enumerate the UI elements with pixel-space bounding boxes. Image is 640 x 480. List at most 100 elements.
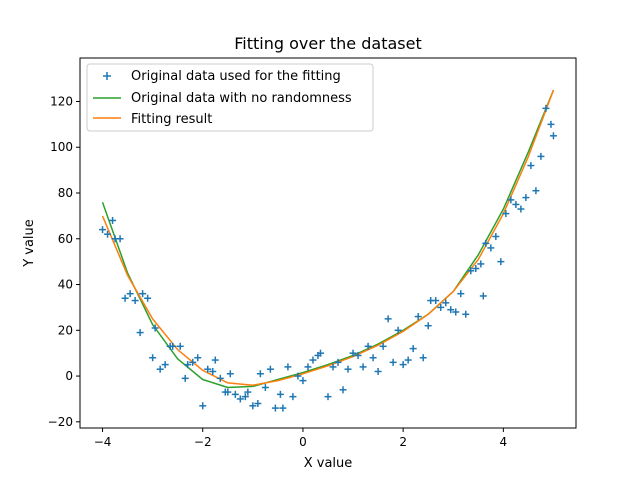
data-point <box>497 258 505 266</box>
legend-box <box>86 63 374 132</box>
data-point <box>334 358 342 366</box>
data-point <box>131 297 139 305</box>
data-point <box>309 356 317 364</box>
legend: Original data used for the fitting Origi… <box>86 63 374 132</box>
data-point <box>139 290 147 298</box>
y-tick-label: 100 <box>50 140 73 154</box>
data-point <box>359 363 367 371</box>
x-tick-label: 4 <box>500 435 508 449</box>
data-point <box>289 393 297 401</box>
data-point <box>199 402 207 410</box>
data-point <box>502 210 510 218</box>
legend-label-scatter: Original data used for the fitting <box>131 69 341 84</box>
fit-curve-line <box>101 89 555 386</box>
data-point <box>136 329 144 337</box>
data-point <box>349 349 357 357</box>
axes-frame <box>79 57 577 429</box>
y-tick-label: 120 <box>50 94 73 108</box>
data-point <box>457 290 465 298</box>
data-point <box>249 402 257 410</box>
legend-entry-true-curve: Original data with no randomness <box>93 91 352 106</box>
data-point <box>472 265 480 273</box>
data-point <box>261 383 269 391</box>
data-point <box>294 372 302 380</box>
data-point <box>547 120 555 128</box>
data-point <box>236 395 244 403</box>
chart-title: Fitting over the dataset <box>234 34 421 53</box>
data-point <box>442 299 450 307</box>
y-tick-label: 40 <box>58 278 73 292</box>
data-point <box>279 404 287 412</box>
data-point <box>226 370 234 378</box>
data-point <box>462 310 470 318</box>
data-point <box>181 374 189 382</box>
data-point <box>549 132 557 140</box>
data-point <box>467 267 475 275</box>
data-point <box>432 297 440 305</box>
data-point <box>487 244 495 252</box>
data-point <box>389 358 397 366</box>
x-tick-label: −4 <box>94 435 112 449</box>
y-tick-label: 60 <box>58 232 73 246</box>
data-point <box>329 363 337 371</box>
x-axis: −4 −2 0 2 4 <box>94 428 507 449</box>
data-point <box>517 205 525 213</box>
data-point <box>374 367 382 375</box>
data-point <box>161 361 169 369</box>
legend-label-fit-curve: Fitting result <box>131 112 212 127</box>
legend-entry-scatter: Original data used for the fitting <box>103 69 341 84</box>
legend-label-true-curve: Original data with no randomness <box>131 91 352 106</box>
data-point <box>399 361 407 369</box>
data-point <box>176 342 184 350</box>
data-point <box>116 235 124 243</box>
data-point <box>284 363 292 371</box>
data-point <box>527 162 535 170</box>
true-curve-line <box>101 89 555 389</box>
data-point <box>231 390 239 398</box>
data-point <box>419 354 427 362</box>
data-point <box>409 345 417 353</box>
data-point <box>537 152 545 160</box>
data-point <box>477 260 485 268</box>
data-point <box>479 292 487 300</box>
data-point <box>384 315 392 323</box>
data-point <box>522 194 530 202</box>
x-tick-label: 2 <box>399 435 407 449</box>
data-point <box>156 365 164 373</box>
data-point <box>126 290 134 298</box>
data-point <box>447 306 455 314</box>
data-point <box>224 388 232 396</box>
x-axis-label: X value <box>304 456 353 471</box>
data-point <box>339 386 347 394</box>
data-point <box>271 404 279 412</box>
data-point <box>194 354 202 362</box>
data-point <box>364 342 372 350</box>
data-point <box>189 358 197 366</box>
data-point <box>99 226 107 234</box>
data-point <box>149 354 157 362</box>
data-point <box>369 354 377 362</box>
data-point <box>299 377 307 385</box>
data-point <box>209 367 217 375</box>
data-point <box>424 322 432 330</box>
data-point <box>512 200 520 208</box>
data-point <box>316 349 324 357</box>
data-point <box>169 342 177 350</box>
data-point <box>204 365 212 373</box>
data-point <box>344 365 352 373</box>
data-point <box>452 308 460 316</box>
data-point <box>437 303 445 311</box>
y-tick-label: 20 <box>58 323 73 337</box>
data-point <box>324 393 332 401</box>
data-point <box>241 393 249 401</box>
y-tick-label: −20 <box>48 415 73 429</box>
y-axis-label: Y value <box>22 219 37 268</box>
data-point <box>304 363 312 371</box>
legend-entry-fit-curve: Fitting result <box>93 112 212 127</box>
data-point <box>211 356 219 364</box>
y-tick-label: 0 <box>65 369 73 383</box>
data-point <box>404 356 412 364</box>
series-layer <box>99 89 557 412</box>
data-point <box>144 294 152 302</box>
